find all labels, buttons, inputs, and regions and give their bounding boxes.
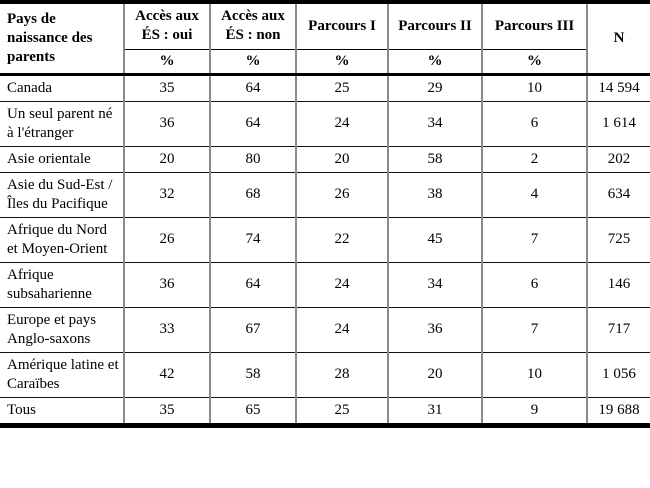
percent-cell: 20: [123, 146, 210, 173]
unit-percent: %: [295, 49, 388, 76]
n-cell: 717: [586, 307, 650, 353]
col-header-parcours-1: Parcours I: [295, 2, 388, 50]
percent-cell: 65: [209, 397, 296, 426]
statistics-table: Pays de naissance des parents Accès aux …: [0, 0, 650, 428]
percent-cell: 34: [387, 101, 482, 147]
table-header: Pays de naissance des parents Accès aux …: [0, 2, 650, 76]
table-row: Canada 35 64 25 29 10 14 594: [0, 74, 650, 102]
unit-percent: %: [209, 49, 296, 76]
col-header-parcours-2: Parcours II: [387, 2, 482, 50]
row-label: Canada: [0, 74, 124, 102]
percent-cell: 26: [295, 172, 388, 218]
percent-cell: 36: [123, 262, 210, 308]
percent-cell: 22: [295, 217, 388, 263]
table-row: Un seul parent né à l'étranger 36 64 24 34 6 1…: [0, 101, 650, 147]
n-cell: 19 688: [586, 397, 650, 426]
n-cell: 14 594: [586, 74, 650, 102]
n-cell: 725: [586, 217, 650, 263]
row-label: Asie orientale: [0, 146, 124, 173]
n-cell: 146: [586, 262, 650, 308]
col-header-acces-oui: Accès aux ÉS : oui: [123, 2, 210, 50]
row-label: Asie du Sud-Est / Îles du Pacifique: [0, 172, 124, 218]
header-unit-row: % % % % %: [0, 49, 650, 76]
n-cell: 1 614: [586, 101, 650, 147]
unit-percent: %: [481, 49, 587, 76]
table-row: Amérique latine et Caraïbes 42 58 28 20 10 1 0…: [0, 352, 650, 398]
percent-cell: 28: [295, 352, 388, 398]
percent-cell: 67: [209, 307, 296, 353]
percent-cell: 26: [123, 217, 210, 263]
percent-cell: 7: [481, 307, 587, 353]
table-row: Asie orientale 20 80 20 58 2 202: [0, 146, 650, 173]
col-header-n: N: [586, 2, 650, 76]
col-header-parcours-3: Parcours III: [481, 2, 587, 50]
table-row: Asie du Sud-Est / Îles du Pacifique 32 68 2…: [0, 172, 650, 218]
percent-cell: 34: [387, 262, 482, 308]
row-label: Europe et pays Anglo-saxons: [0, 307, 124, 353]
percent-cell: 10: [481, 74, 587, 102]
percent-cell: 64: [209, 101, 296, 147]
percent-cell: 6: [481, 262, 587, 308]
percent-cell: 74: [209, 217, 296, 263]
table-row: Tous 35 65 25 31 9 19 688: [0, 397, 650, 426]
n-cell: 1 056: [586, 352, 650, 398]
row-header-label: Pays de naissance des parents: [0, 2, 124, 76]
percent-cell: 38: [387, 172, 482, 218]
percent-cell: 36: [387, 307, 482, 353]
col-header-acces-non: Accès aux ÉS : non: [209, 2, 296, 50]
n-cell: 634: [586, 172, 650, 218]
row-label: Amérique latine et Caraïbes: [0, 352, 124, 398]
percent-cell: 20: [387, 352, 482, 398]
table-body: Canada 35 64 25 29 10 14 594 Un seul parent né …: [0, 74, 650, 426]
percent-cell: 80: [209, 146, 296, 173]
percent-cell: 35: [123, 74, 210, 102]
row-label: Un seul parent né à l'étranger: [0, 101, 124, 147]
percent-cell: 4: [481, 172, 587, 218]
percent-cell: 64: [209, 74, 296, 102]
n-cell: 202: [586, 146, 650, 173]
percent-cell: 6: [481, 101, 587, 147]
percent-cell: 25: [295, 74, 388, 102]
percent-cell: 2: [481, 146, 587, 173]
percent-cell: 64: [209, 262, 296, 308]
percent-cell: 42: [123, 352, 210, 398]
percent-cell: 20: [295, 146, 388, 173]
header-title-row: Pays de naissance des parents Accès aux …: [0, 2, 650, 76]
table-row: Afrique subsaharienne 36 64 24 34 6 146: [0, 262, 650, 308]
percent-cell: 24: [295, 101, 388, 147]
unit-percent: %: [123, 49, 210, 76]
percent-cell: 45: [387, 217, 482, 263]
percent-cell: 32: [123, 172, 210, 218]
unit-percent: %: [387, 49, 482, 76]
row-label: Afrique du Nord et Moyen-Orient: [0, 217, 124, 263]
percent-cell: 29: [387, 74, 482, 102]
percent-cell: 35: [123, 397, 210, 426]
percent-cell: 58: [387, 146, 482, 173]
row-label: Afrique subsaharienne: [0, 262, 124, 308]
percent-cell: 9: [481, 397, 587, 426]
percent-cell: 25: [295, 397, 388, 426]
table-row: Afrique du Nord et Moyen-Orient 26 74 22 45 7…: [0, 217, 650, 263]
table-row: Europe et pays Anglo-saxons 33 67 24 36 7 717: [0, 307, 650, 353]
percent-cell: 24: [295, 307, 388, 353]
percent-cell: 31: [387, 397, 482, 426]
percent-cell: 36: [123, 101, 210, 147]
percent-cell: 7: [481, 217, 587, 263]
percent-cell: 10: [481, 352, 587, 398]
row-label: Tous: [0, 397, 124, 426]
percent-cell: 33: [123, 307, 210, 353]
percent-cell: 68: [209, 172, 296, 218]
percent-cell: 58: [209, 352, 296, 398]
percent-cell: 24: [295, 262, 388, 308]
